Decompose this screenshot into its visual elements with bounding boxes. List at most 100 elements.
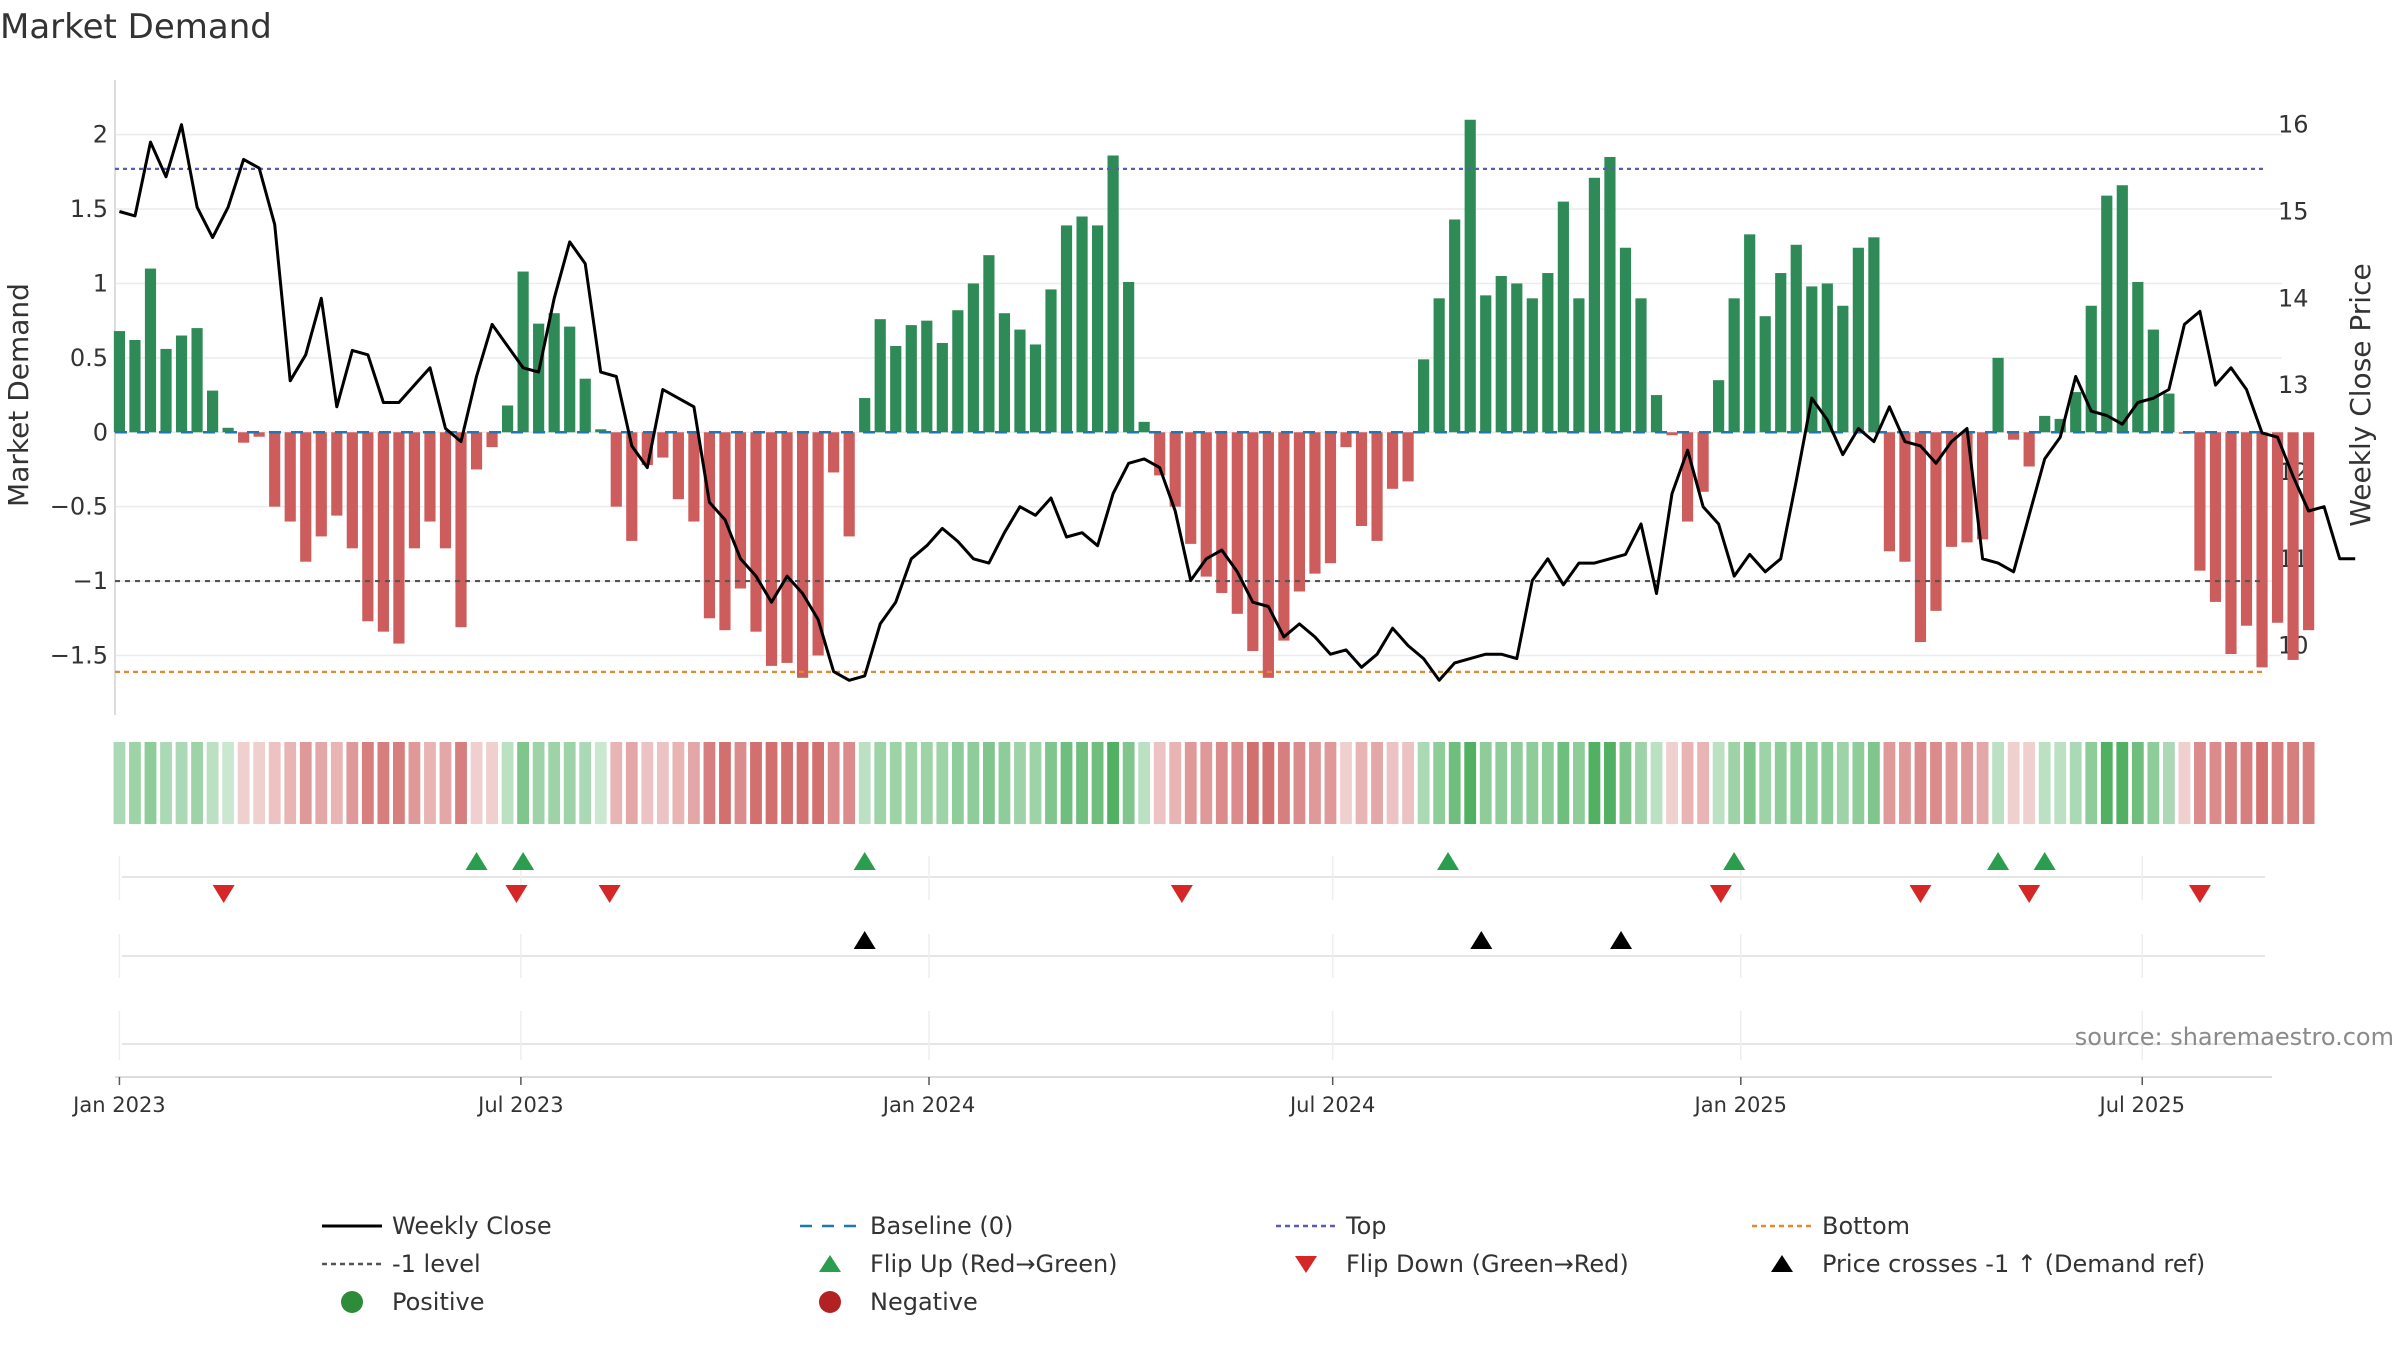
demand-bar [1635, 298, 1647, 433]
legend-item: Positive [341, 1288, 485, 1316]
heat-cell [253, 742, 266, 824]
demand-bar [1976, 432, 1989, 540]
price-cross-marker [853, 931, 876, 949]
heat-cell [330, 742, 343, 824]
demand-bar [1511, 283, 1523, 433]
legend-item: Top [1276, 1212, 1387, 1240]
demand-bar [1045, 289, 1057, 433]
flip-down-marker [1170, 885, 1193, 903]
heat-cell [610, 742, 623, 824]
heat-cell [2194, 742, 2206, 824]
heat-cell [1402, 742, 1415, 824]
demand-bar [1107, 155, 1119, 433]
heat-cell [1541, 742, 1554, 824]
demand-bar [1945, 432, 1958, 547]
demand-bar [1852, 247, 1864, 433]
demand-bar [1091, 225, 1104, 433]
heat-cell [2162, 742, 2175, 824]
demand-bar [750, 432, 762, 632]
y2-tick-label: 16 [2278, 111, 2309, 139]
demand-bar [1697, 432, 1709, 492]
demand-bar [2023, 432, 2035, 467]
heat-cell [1122, 742, 1135, 824]
heat-cell [579, 742, 592, 824]
demand-bar [269, 432, 281, 507]
demand-bar [1185, 432, 1197, 544]
demand-bar [1449, 219, 1461, 433]
heat-cell [1650, 742, 1663, 824]
demand-bar [1371, 432, 1383, 541]
heat-cell [625, 742, 638, 824]
demand-bar [1029, 344, 1042, 433]
heat-cell [1712, 742, 1725, 824]
demand-bar [346, 432, 358, 549]
heat-cell [2069, 742, 2082, 824]
demand-bar [393, 432, 405, 644]
heat-cell [796, 742, 809, 824]
heat-cell [284, 742, 297, 824]
legend-label: Price crosses -1 ↑ (Demand ref) [1822, 1250, 2205, 1278]
heat-cell [874, 742, 887, 824]
heat-cell [1992, 742, 2004, 824]
demand-bar [408, 432, 421, 549]
heat-cell [1883, 742, 1896, 824]
demand-bar [874, 319, 886, 433]
heat-cell [750, 742, 762, 824]
heat-cell [1867, 742, 1880, 824]
y2-tick-label: 14 [2278, 284, 2309, 312]
demand-bar [765, 432, 778, 666]
heat-cell [1681, 742, 1694, 824]
heat-cell [237, 742, 250, 824]
legend-label: Positive [392, 1288, 485, 1316]
demand-bar [1759, 316, 1771, 433]
demand-bar [1231, 432, 1243, 614]
price-cross-marker [1470, 931, 1493, 949]
flip-down-marker [2018, 885, 2041, 903]
flip-up-marker [1723, 852, 1746, 870]
heat-cell [2178, 742, 2191, 824]
demand-bar [1262, 432, 1274, 678]
heat-cell [936, 742, 949, 824]
demand-bar [1899, 432, 1911, 562]
demand-bar [113, 331, 126, 433]
demand-bar [222, 427, 234, 433]
heat-cell [1495, 742, 1508, 824]
heat-cell [1945, 742, 1958, 824]
heat-cell [889, 742, 902, 824]
heat-cell [1076, 742, 1088, 824]
heat-cell [2100, 742, 2113, 824]
heat-cell [175, 742, 188, 824]
demand-bar [315, 432, 327, 537]
axes: 21.510.50−0.5−1−1.516151413121110 [50, 80, 2309, 715]
demand-bar [424, 432, 436, 522]
demand-bar [579, 378, 591, 433]
heat-cell [920, 742, 933, 824]
price-cross-marker [1610, 931, 1633, 949]
heat-cell [1572, 742, 1585, 824]
y2-tick-label: 15 [2278, 198, 2309, 226]
heat-cell [1697, 742, 1709, 824]
demand-bar [1480, 295, 1492, 433]
demand-bar [796, 432, 809, 678]
legend-triangle-up-swatch [819, 1255, 841, 1272]
demand-bar [610, 432, 622, 507]
demand-bar [2054, 418, 2066, 433]
heat-cell [1215, 742, 1228, 824]
legend-label: Top [1345, 1212, 1387, 1240]
flip-down-marker [212, 885, 235, 903]
heat-cell [734, 742, 747, 824]
y-tick-label: 0 [93, 418, 108, 446]
demand-bar [1775, 273, 1787, 433]
heat-cell [1821, 742, 1834, 824]
heat-cell [998, 742, 1011, 824]
y-tick-label: −0.5 [50, 493, 108, 521]
demand-bar [688, 432, 700, 522]
demand-bar [672, 432, 684, 500]
heat-cell [2116, 742, 2129, 824]
heat-cell [1479, 742, 1492, 824]
demand-bar [1650, 395, 1663, 433]
demand-bar [1076, 216, 1088, 433]
heat-cell [843, 742, 856, 824]
demand-bar [641, 432, 653, 465]
weekly-close-path [118, 123, 2356, 682]
